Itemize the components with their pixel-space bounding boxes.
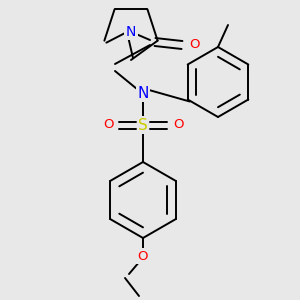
Text: O: O [189, 38, 199, 52]
Text: O: O [103, 118, 113, 131]
Text: O: O [173, 118, 183, 131]
Text: N: N [126, 25, 136, 39]
Text: N: N [137, 85, 149, 100]
Text: S: S [138, 118, 148, 133]
Text: O: O [138, 250, 148, 262]
